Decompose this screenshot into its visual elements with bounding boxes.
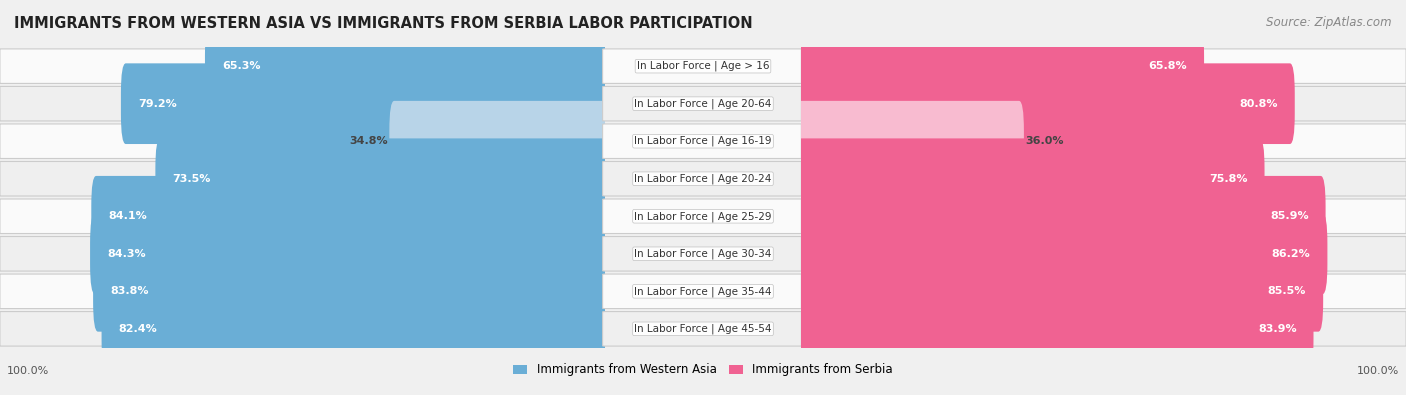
Text: 83.9%: 83.9% — [1258, 324, 1296, 334]
FancyBboxPatch shape — [0, 237, 605, 271]
FancyBboxPatch shape — [0, 312, 605, 346]
Text: 85.5%: 85.5% — [1268, 286, 1306, 296]
FancyBboxPatch shape — [0, 162, 605, 196]
Text: In Labor Force | Age 25-29: In Labor Force | Age 25-29 — [634, 211, 772, 222]
FancyBboxPatch shape — [91, 176, 609, 257]
FancyBboxPatch shape — [101, 288, 609, 369]
FancyBboxPatch shape — [121, 63, 609, 144]
FancyBboxPatch shape — [797, 138, 1264, 219]
Text: In Labor Force | Age 35-44: In Labor Force | Age 35-44 — [634, 286, 772, 297]
Text: 100.0%: 100.0% — [1357, 366, 1399, 376]
Text: 86.2%: 86.2% — [1271, 249, 1310, 259]
FancyBboxPatch shape — [603, 162, 803, 196]
Text: 65.8%: 65.8% — [1149, 61, 1187, 71]
FancyBboxPatch shape — [156, 138, 609, 219]
FancyBboxPatch shape — [603, 237, 803, 271]
Text: IMMIGRANTS FROM WESTERN ASIA VS IMMIGRANTS FROM SERBIA LABOR PARTICIPATION: IMMIGRANTS FROM WESTERN ASIA VS IMMIGRAN… — [14, 16, 752, 31]
Text: 36.0%: 36.0% — [1025, 136, 1063, 146]
FancyBboxPatch shape — [93, 251, 609, 332]
Text: In Labor Force | Age 45-54: In Labor Force | Age 45-54 — [634, 324, 772, 334]
FancyBboxPatch shape — [797, 251, 1323, 332]
FancyBboxPatch shape — [797, 63, 1295, 144]
Text: Source: ZipAtlas.com: Source: ZipAtlas.com — [1267, 16, 1392, 29]
Text: 65.3%: 65.3% — [222, 61, 260, 71]
FancyBboxPatch shape — [603, 87, 803, 121]
FancyBboxPatch shape — [797, 176, 1326, 257]
FancyBboxPatch shape — [0, 274, 605, 308]
Text: 83.8%: 83.8% — [110, 286, 149, 296]
Text: In Labor Force | Age > 16: In Labor Force | Age > 16 — [637, 61, 769, 71]
FancyBboxPatch shape — [801, 124, 1406, 158]
FancyBboxPatch shape — [0, 199, 605, 233]
Text: 84.1%: 84.1% — [108, 211, 148, 221]
FancyBboxPatch shape — [90, 213, 609, 294]
FancyBboxPatch shape — [389, 101, 609, 182]
FancyBboxPatch shape — [801, 274, 1406, 308]
FancyBboxPatch shape — [801, 237, 1406, 271]
FancyBboxPatch shape — [801, 312, 1406, 346]
FancyBboxPatch shape — [797, 101, 1024, 182]
FancyBboxPatch shape — [801, 49, 1406, 83]
FancyBboxPatch shape — [205, 26, 609, 107]
Text: 85.9%: 85.9% — [1270, 211, 1309, 221]
FancyBboxPatch shape — [801, 199, 1406, 233]
FancyBboxPatch shape — [797, 213, 1327, 294]
FancyBboxPatch shape — [603, 312, 803, 346]
Text: 84.3%: 84.3% — [107, 249, 146, 259]
FancyBboxPatch shape — [603, 124, 803, 158]
FancyBboxPatch shape — [0, 124, 605, 158]
Text: In Labor Force | Age 30-34: In Labor Force | Age 30-34 — [634, 248, 772, 259]
Text: 34.8%: 34.8% — [350, 136, 388, 146]
FancyBboxPatch shape — [801, 162, 1406, 196]
Text: 82.4%: 82.4% — [118, 324, 157, 334]
Legend: Immigrants from Western Asia, Immigrants from Serbia: Immigrants from Western Asia, Immigrants… — [509, 359, 897, 381]
Text: 80.8%: 80.8% — [1239, 99, 1278, 109]
FancyBboxPatch shape — [801, 87, 1406, 121]
FancyBboxPatch shape — [603, 49, 803, 83]
Text: In Labor Force | Age 20-64: In Labor Force | Age 20-64 — [634, 98, 772, 109]
FancyBboxPatch shape — [797, 26, 1204, 107]
Text: 100.0%: 100.0% — [7, 366, 49, 376]
Text: 75.8%: 75.8% — [1209, 174, 1247, 184]
FancyBboxPatch shape — [603, 199, 803, 233]
Text: 79.2%: 79.2% — [138, 99, 177, 109]
FancyBboxPatch shape — [0, 49, 605, 83]
Text: 73.5%: 73.5% — [173, 174, 211, 184]
FancyBboxPatch shape — [797, 288, 1313, 369]
Text: In Labor Force | Age 16-19: In Labor Force | Age 16-19 — [634, 136, 772, 147]
FancyBboxPatch shape — [603, 274, 803, 308]
FancyBboxPatch shape — [0, 87, 605, 121]
Text: In Labor Force | Age 20-24: In Labor Force | Age 20-24 — [634, 173, 772, 184]
